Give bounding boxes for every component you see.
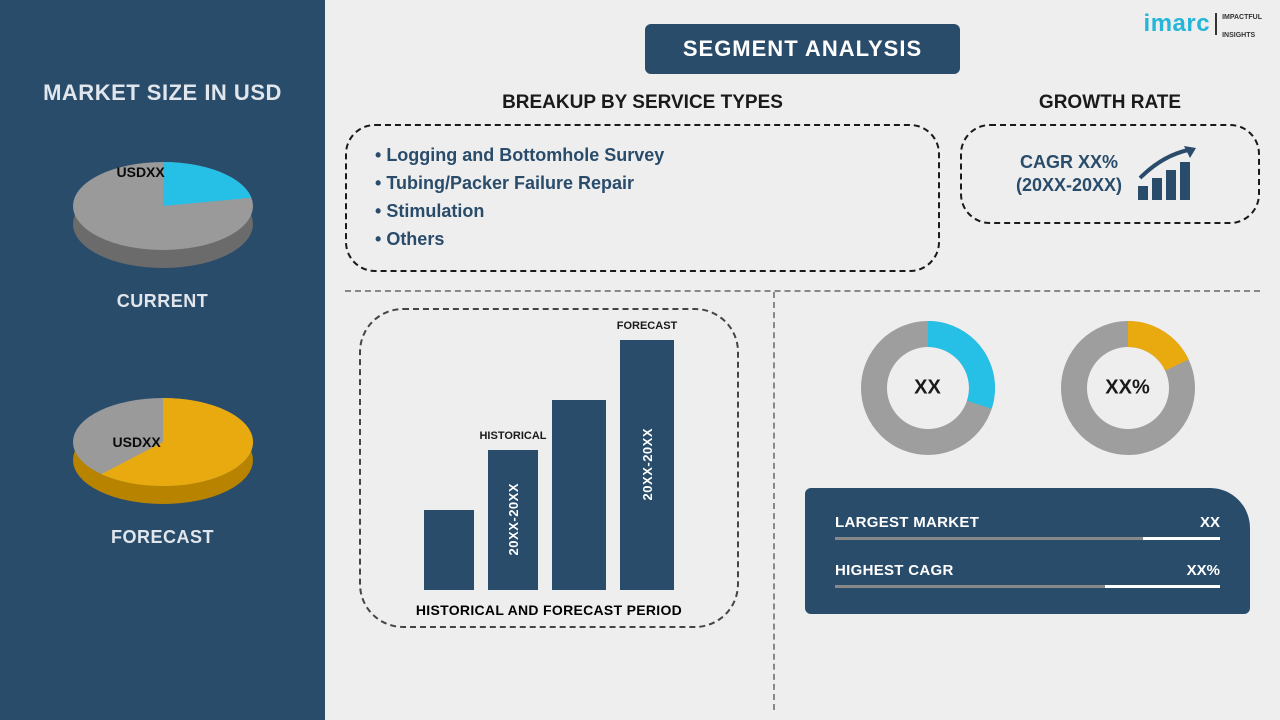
- info-bar-fill: [835, 585, 1105, 588]
- breakup-item: Others: [375, 226, 910, 254]
- bar: 20XX-20XXHISTORICAL: [488, 450, 538, 590]
- pie-current-value: USDXX: [117, 164, 165, 180]
- sidebar-title: MARKET SIZE IN USD: [43, 80, 282, 106]
- breakup-list: Logging and Bottomhole SurveyTubing/Pack…: [375, 142, 910, 254]
- growth-title: GROWTH RATE: [960, 92, 1260, 114]
- breakup-item: Stimulation: [375, 198, 910, 226]
- row-bottom: 20XX-20XXHISTORICAL20XX-20XXFORECAST HIS…: [325, 292, 1280, 720]
- donut-row: XX XX%: [805, 318, 1250, 458]
- growth-icon: [1134, 144, 1204, 204]
- bar: [424, 510, 474, 590]
- bars: 20XX-20XXHISTORICAL20XX-20XXFORECAST: [389, 330, 709, 590]
- pie-current: USDXX: [53, 136, 273, 286]
- right-col: XX XX% LARGEST MARKET XX HIGHEST CAGR XX%: [775, 292, 1260, 710]
- breakup-title: BREAKUP BY SERVICE TYPES: [345, 92, 940, 114]
- info-bar-fill: [835, 537, 1143, 540]
- bar: 20XX-20XXFORECAST: [620, 340, 674, 590]
- row-top: BREAKUP BY SERVICE TYPES Logging and Bot…: [325, 92, 1280, 272]
- info-bar: [835, 537, 1220, 540]
- info-row: LARGEST MARKET XX: [835, 514, 1220, 531]
- donut-2-center: XX%: [1105, 376, 1149, 399]
- bar-label: 20XX-20XX: [640, 428, 655, 500]
- sidebar: MARKET SIZE IN USD USDXX CURRENT USDXX F…: [0, 0, 325, 720]
- info-row: HIGHEST CAGR XX%: [835, 562, 1220, 579]
- bar-overlabel: HISTORICAL: [479, 430, 546, 442]
- breakup-item: Logging and Bottomhole Survey: [375, 142, 910, 170]
- pie-forecast: USDXX: [53, 372, 273, 522]
- pie-forecast-label: FORECAST: [111, 527, 214, 548]
- logo-brand: imarc: [1144, 10, 1211, 38]
- info-bar: [835, 585, 1220, 588]
- cagr-text: CAGR XX%(20XX-20XX): [1016, 151, 1122, 198]
- logo: imarc IMPACTFULINSIGHTS: [1144, 6, 1262, 42]
- bar-label: 20XX-20XX: [506, 483, 521, 555]
- logo-divider: [1215, 13, 1217, 35]
- breakup-box: Logging and Bottomhole SurveyTubing/Pack…: [345, 124, 940, 272]
- growth-box: CAGR XX%(20XX-20XX): [960, 124, 1260, 224]
- bar: [552, 400, 606, 590]
- info-value: XX: [1200, 514, 1220, 531]
- growth-section: GROWTH RATE CAGR XX%(20XX-20XX): [960, 92, 1260, 272]
- donut-1: XX: [858, 318, 998, 458]
- bar-overlabel: FORECAST: [617, 320, 678, 332]
- pie-current-label: CURRENT: [117, 291, 209, 312]
- breakup-item: Tubing/Packer Failure Repair: [375, 170, 910, 198]
- page-title: SEGMENT ANALYSIS: [645, 24, 960, 74]
- info-label: LARGEST MARKET: [835, 514, 979, 531]
- info-panel: LARGEST MARKET XX HIGHEST CAGR XX%: [805, 488, 1250, 614]
- info-label: HIGHEST CAGR: [835, 562, 954, 579]
- main: imarc IMPACTFULINSIGHTS SEGMENT ANALYSIS…: [325, 0, 1280, 720]
- breakup-section: BREAKUP BY SERVICE TYPES Logging and Bot…: [345, 92, 940, 272]
- barchart-section: 20XX-20XXHISTORICAL20XX-20XXFORECAST HIS…: [345, 292, 775, 710]
- pie-forecast-value: USDXX: [113, 434, 161, 450]
- barchart-title: HISTORICAL AND FORECAST PERIOD: [416, 602, 682, 618]
- info-value: XX%: [1187, 562, 1220, 579]
- donut-1-center: XX: [914, 376, 941, 399]
- barchart-box: 20XX-20XXHISTORICAL20XX-20XXFORECAST HIS…: [359, 308, 739, 628]
- logo-tagline: IMPACTFULINSIGHTS: [1222, 6, 1262, 42]
- donut-2: XX%: [1058, 318, 1198, 458]
